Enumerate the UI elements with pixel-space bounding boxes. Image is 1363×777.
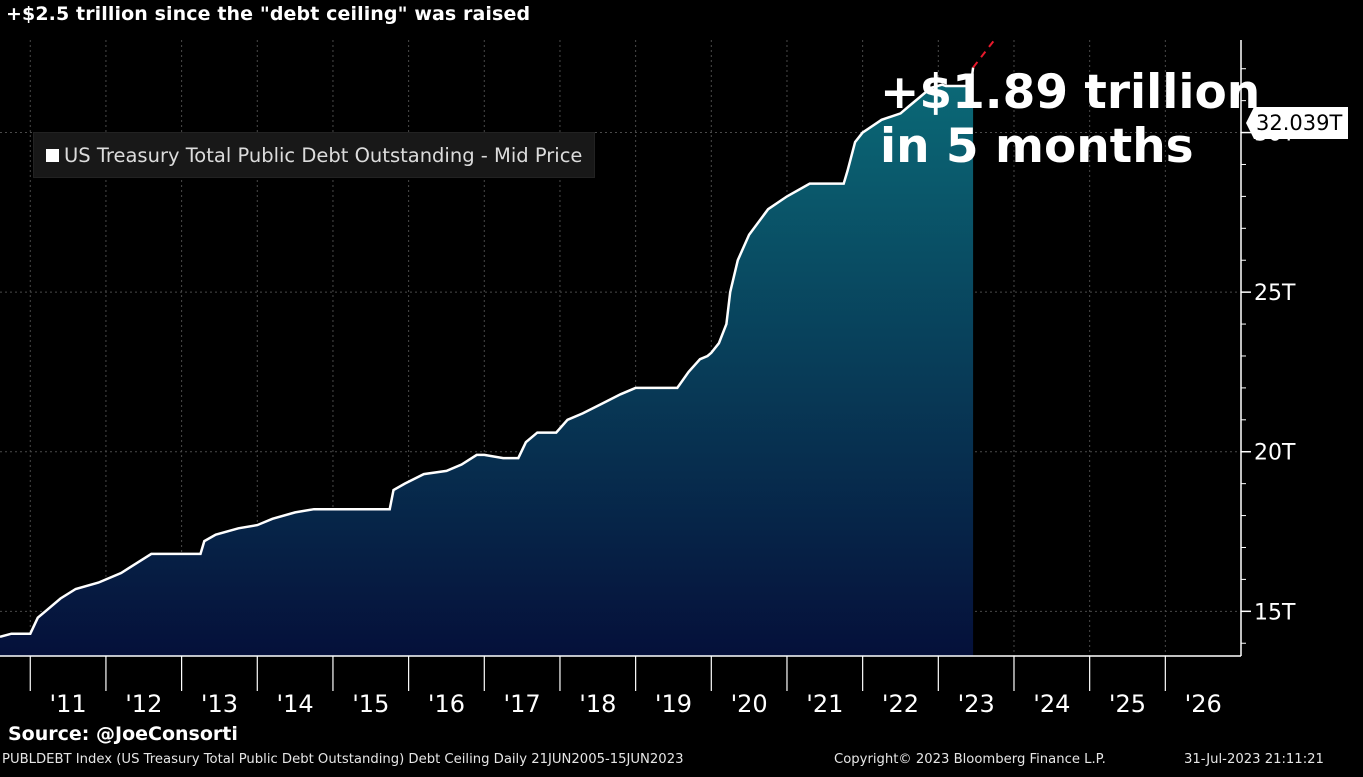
- y-tick-label: 15T: [1254, 600, 1296, 625]
- x-tick-label: '24: [1033, 690, 1070, 718]
- last-value-badge: 32.039T: [1246, 107, 1349, 139]
- annotation-line-2: in 5 months: [880, 119, 1194, 174]
- chart-legend: US Treasury Total Public Debt Outstandin…: [33, 132, 596, 178]
- x-tick-label: '18: [579, 690, 616, 718]
- x-tick-label: '15: [352, 690, 389, 718]
- x-tick-label: '20: [731, 690, 768, 718]
- x-tick-label: '17: [504, 690, 541, 718]
- x-tick-label: '16: [428, 690, 465, 718]
- annotation-text: +$1.89 trillion in 5 months: [880, 66, 1260, 174]
- projection-dashed-line: [972, 40, 996, 69]
- debt-series-line: [0, 67, 975, 639]
- x-tick-label: '26: [1185, 690, 1222, 718]
- x-axis-ticks: '11 '12 '13 '14 '15 '16 '17 '18 '19 '20 '21 '22 '23 '…: [29, 656, 1222, 718]
- x-tick-label: '13: [201, 690, 238, 718]
- x-tick-label: '25: [1109, 690, 1146, 718]
- y-tick-label: 20T: [1254, 441, 1296, 466]
- x-tick-label: '23: [958, 690, 995, 718]
- x-tick-label: '14: [277, 690, 314, 718]
- chart-title: +$2.5 trillion since the "debt ceiling" …: [6, 3, 531, 25]
- footer-index-description: PUBLDEBT Index (US Treasury Total Public…: [2, 752, 684, 767]
- debt-area-fill: [0, 67, 974, 656]
- y-tick-label: 25T: [1254, 281, 1296, 306]
- source-credit: Source: @JoeConsorti: [8, 723, 238, 745]
- x-tick-label: '19: [655, 690, 692, 718]
- footer-timestamp: 31-Jul-2023 21:11:21: [1184, 752, 1324, 767]
- x-tick-label: '22: [882, 690, 919, 718]
- legend-swatch-icon: [46, 148, 59, 162]
- x-tick-label: '21: [806, 690, 843, 718]
- annotation-line-1: +$1.89 trillion: [880, 65, 1261, 120]
- x-tick-label: '11: [50, 690, 87, 718]
- x-tick-label: '12: [125, 690, 162, 718]
- legend-entry: US Treasury Total Public Debt Outstandin…: [64, 143, 583, 167]
- footer-copyright: Copyright© 2023 Bloomberg Finance L.P.: [834, 752, 1106, 767]
